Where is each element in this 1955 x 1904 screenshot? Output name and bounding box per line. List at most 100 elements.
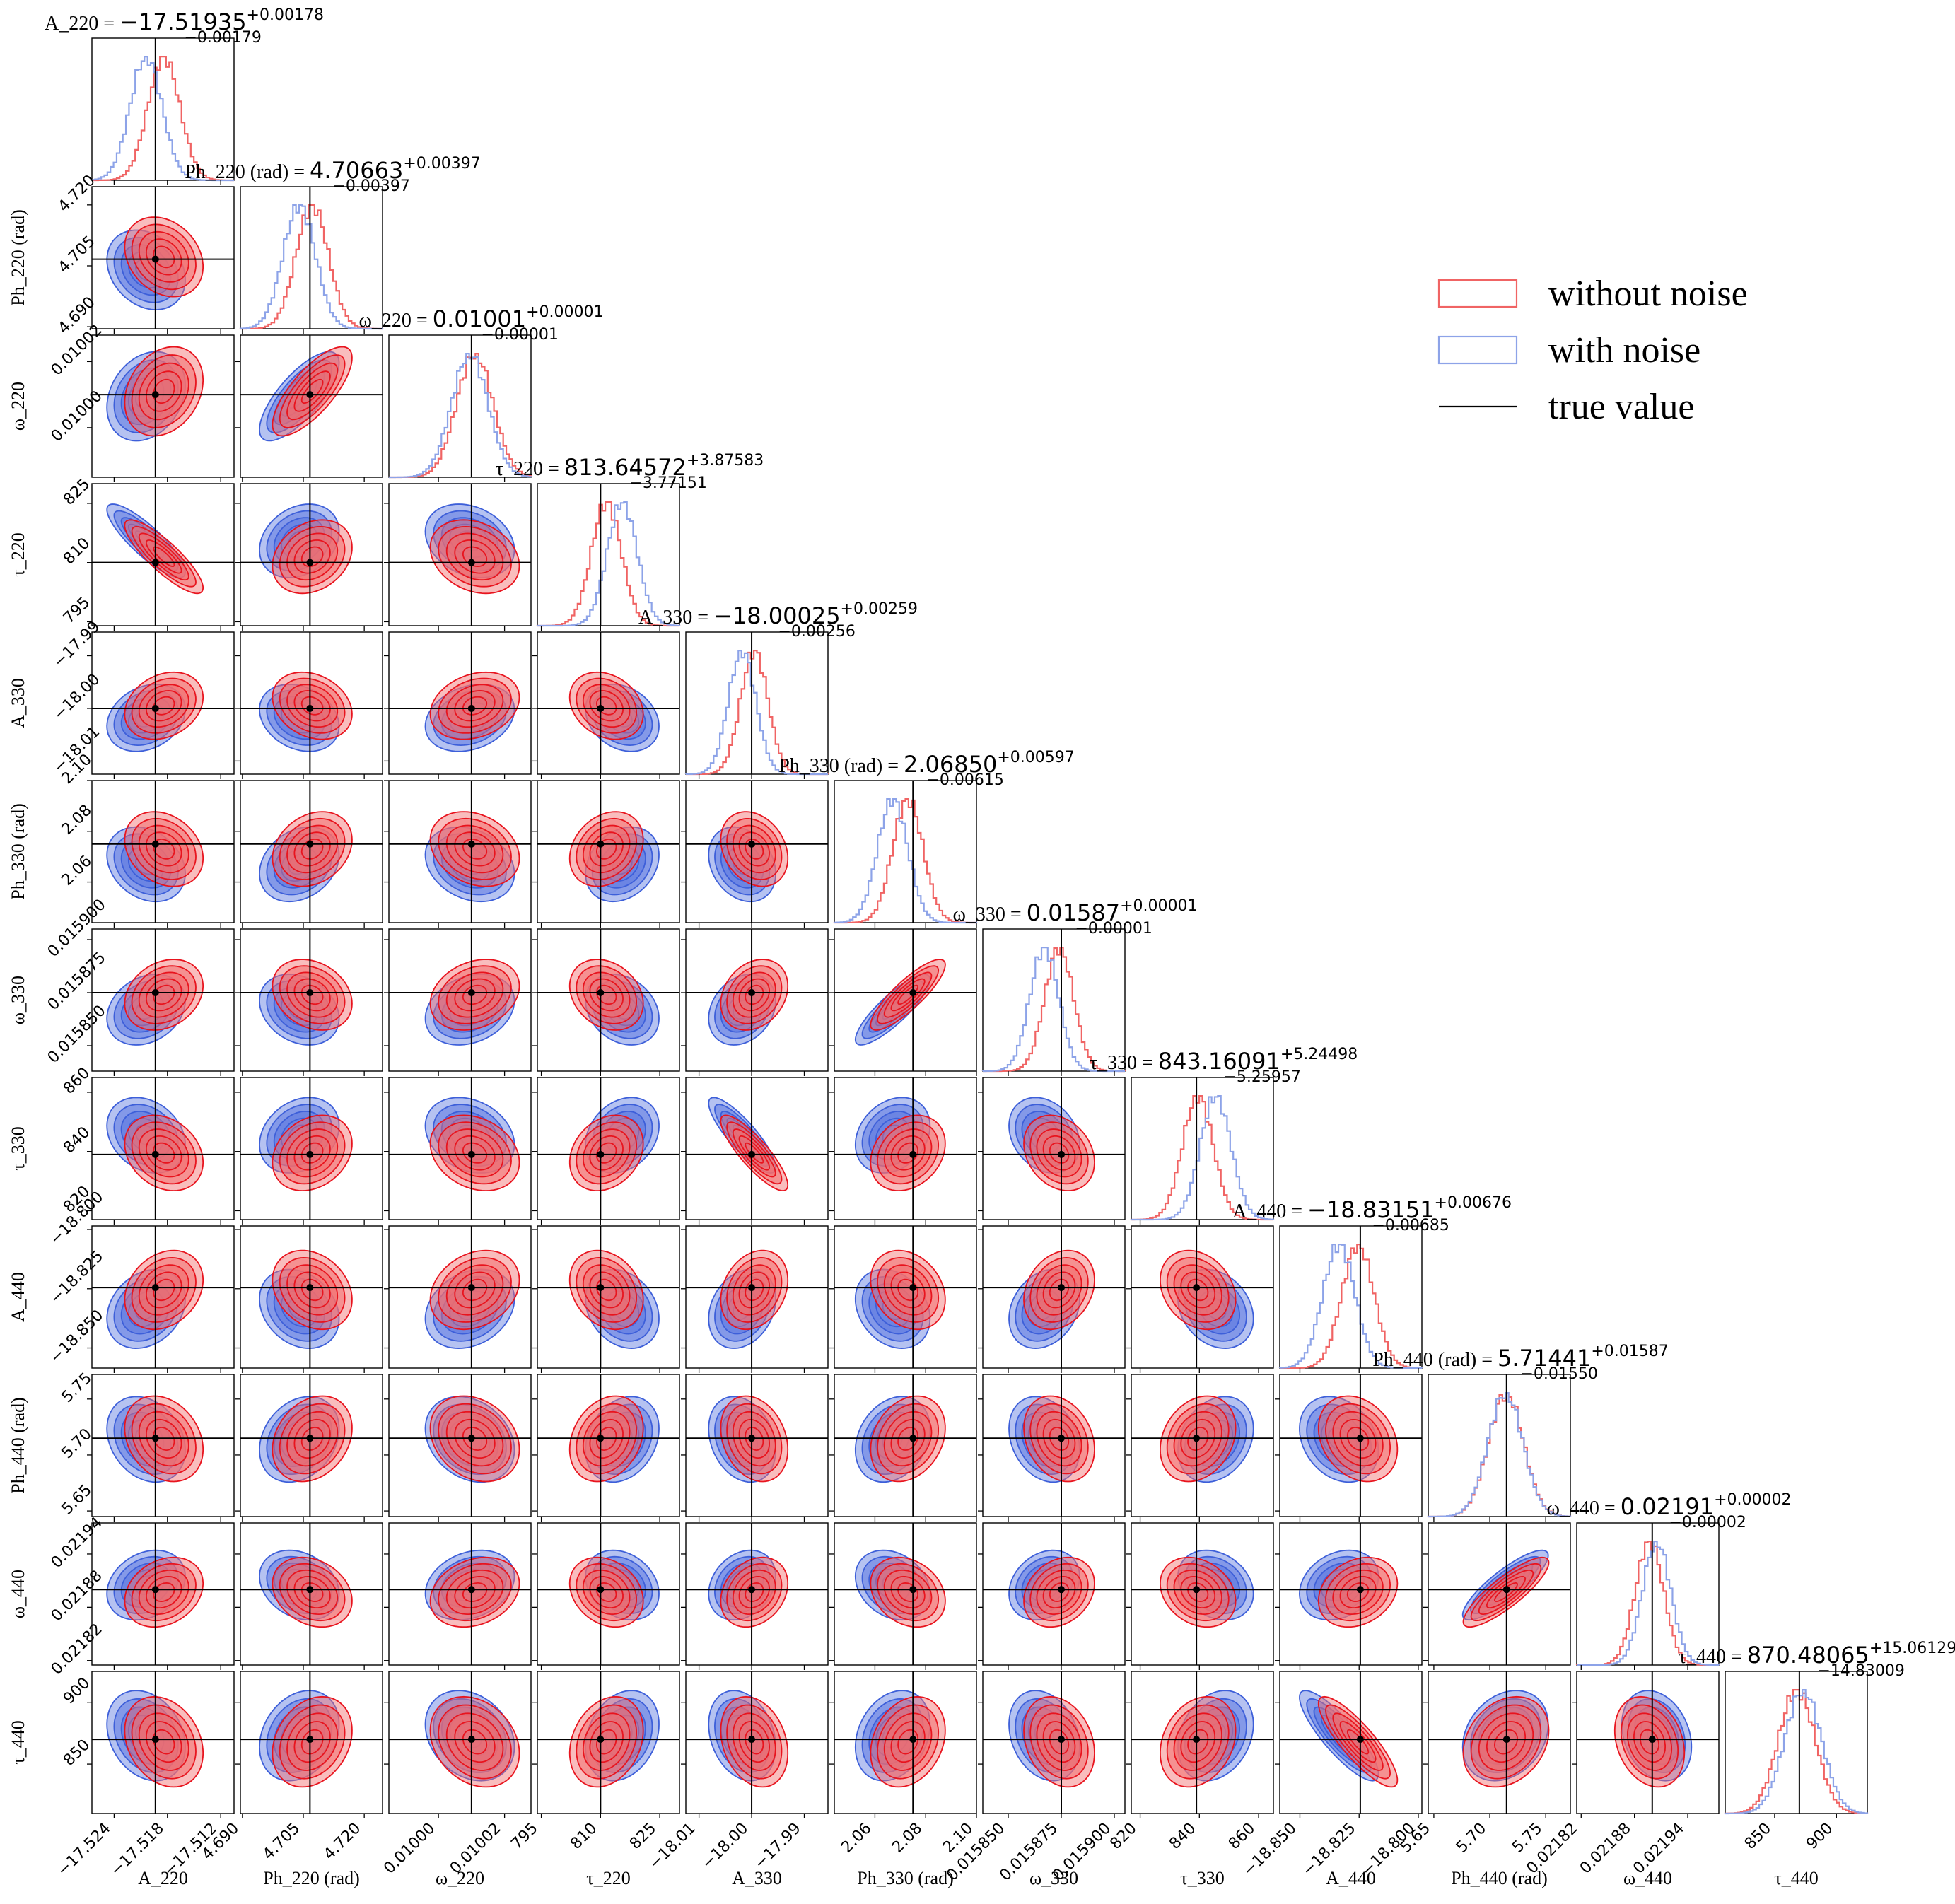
contour-level [745,1142,764,1164]
legend-label: without noise [1548,274,1748,314]
contour-level [1180,1721,1216,1763]
contour-level [583,1128,631,1178]
panel-A_330-vs-tau_220 [532,631,680,779]
x-tick-label-tau_220: 795 [508,1820,541,1853]
hist-with-noise [537,501,681,627]
legend-swatch [1437,279,1518,308]
contour-level [1042,1271,1076,1309]
title-w_330: ω_330 = 0.01587+0.00001−0.00001 [953,897,1198,938]
x-tick-label-Ph_220: 4.720 [320,1820,364,1864]
contours-without-noise [568,1556,644,1628]
contour-level [1339,1419,1377,1459]
panel-frame [685,1374,829,1517]
truth-point [306,559,314,566]
x-tick-label-tau_440: 850 [1741,1820,1775,1853]
title-plus: +0.00259 [841,600,918,618]
contour-level [445,684,504,728]
panel-A_440-vs-A_440 [1278,1225,1423,1373]
truth-point [151,840,159,848]
contour-level [286,362,339,421]
panel-frame [1428,1522,1571,1666]
title-plus: +0.00397 [403,155,480,173]
y-tick-label-w_440: 0.02188 [48,1567,106,1625]
contour-level [300,1278,324,1302]
panel-tau_330-vs-Ph_220 [235,1077,383,1225]
contour-level [153,1427,175,1452]
legend-swatch [1437,335,1518,365]
panel-frame [388,334,532,478]
x-tick-label-tau_330: 820 [1107,1820,1140,1853]
title-plus: +0.00002 [1714,1491,1791,1509]
panel-frame [91,1522,235,1666]
panel-tau_440-vs-tau_440 [1724,1671,1869,1818]
x-axis-label-tau_440: τ_440 [1774,1868,1818,1888]
contours-without-noise [568,1249,644,1331]
title-value: 843.16091 [1158,1048,1280,1075]
contour-level [1049,1729,1070,1755]
contour-level [883,1128,933,1178]
y-axis-label-A_440: A_440 [8,1272,28,1322]
contours-without-noise [870,1249,946,1331]
panel-Ph_440-vs-A_440 [1275,1374,1423,1522]
title-A_220: A_220 = −17.51935+0.00178−0.00179 [45,6,324,47]
contour-level [293,1135,331,1171]
truth-point [306,1736,314,1744]
y-tick-label-tau_440: 850 [60,1736,93,1769]
contour-level [138,971,189,1018]
panel-Ph_440-vs-A_330 [681,1374,829,1522]
panel-frame [537,631,680,775]
panel-tau_440-vs-Ph_440 [1423,1671,1571,1818]
truth-point [306,391,314,399]
contours-without-noise [870,1114,946,1192]
title-plus: +3.87583 [687,452,764,469]
panel-frame [834,928,977,1072]
panel-tau_330-vs-A_220 [87,1077,235,1225]
legend-label: true value [1548,387,1694,427]
y-tick-label-Ph_440: 5.65 [59,1481,95,1518]
contour-level [445,971,504,1018]
contours-without-noise [429,1556,520,1628]
truth-point [909,1435,917,1442]
contours-without-noise [568,959,644,1031]
panel-w_330-vs-A_220 [87,928,235,1076]
title-minus: −0.00615 [927,771,1004,789]
panel-frame [1131,1225,1274,1369]
contour-level [293,539,331,574]
panel-Ph_330-vs-Ph_330 [833,780,978,928]
contour-level [1486,1721,1527,1763]
contour-level [589,689,624,722]
title-value: 2.06850 [904,751,997,778]
panel-Ph_440-vs-tau_330 [1126,1374,1274,1522]
contours-without-noise [720,811,789,887]
y-axis-label-tau_440: τ_440 [8,1720,28,1764]
panel-A_440-vs-tau_330 [1126,1225,1274,1373]
title-plus: +15.06129 [1869,1640,1955,1657]
contour-level [1626,1712,1673,1771]
title-label: ω_330 = [953,904,1027,925]
panel-frame [240,1374,383,1517]
panel-tau_440-vs-A_440 [1275,1671,1423,1818]
contour-level [138,684,189,728]
truth-point [151,559,159,566]
truth-point [597,1736,605,1744]
panel-frame [834,1225,977,1369]
panel-A_440-vs-w_330 [978,1225,1126,1373]
panel-frame [388,631,532,775]
panel-frame [91,186,235,329]
truth-point [151,1435,159,1442]
panel-frame [834,1077,977,1220]
panel-frame [537,1522,680,1666]
hist-with-noise [1427,1392,1572,1518]
contours-without-noise [1317,1556,1399,1628]
title-minus: −0.00256 [778,623,856,641]
y-tick-label-w_330: 0.015900 [45,896,110,961]
panel-tau_220-vs-tau_220 [536,483,681,631]
svg-text:Ph_220 (rad) = 4.70663+0.00397: Ph_220 (rad) = 4.70663+0.00397 [185,155,481,184]
contours-without-noise [568,1114,644,1191]
y-tick-label-tau_440: 900 [60,1674,93,1707]
truth-point [467,1435,475,1442]
panel-tau_440-vs-w_220 [384,1671,532,1818]
title-label: A_440 = [1232,1201,1307,1222]
truth-point [1193,1736,1201,1744]
panel-w_220-vs-w_220 [387,334,532,482]
